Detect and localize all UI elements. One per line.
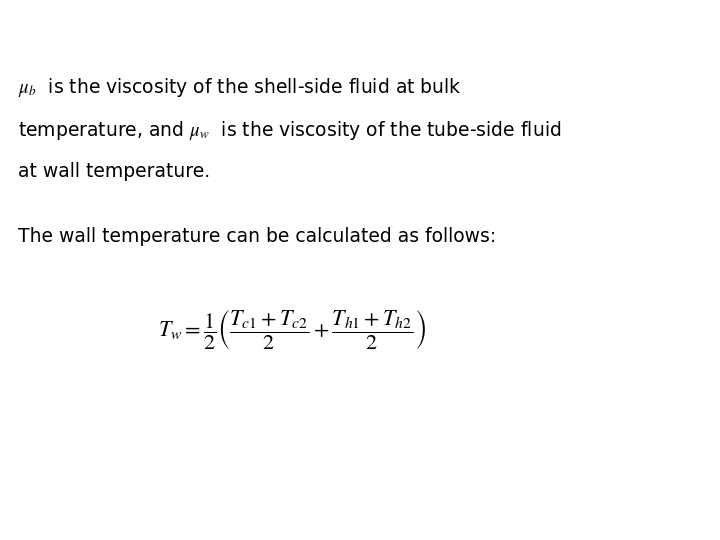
Text: $\mu_b$  is the viscosity of the shell-side fluid at bulk: $\mu_b$ is the viscosity of the shell-si… bbox=[18, 76, 462, 99]
Text: $T_w = \dfrac{1}{2}\left(\dfrac{T_{c1}+T_{c2}}{2}+\dfrac{T_{h1}+T_{h2}}{2}\right: $T_w = \dfrac{1}{2}\left(\dfrac{T_{c1}+T… bbox=[158, 308, 426, 351]
Text: temperature, and $\mu_w$  is the viscosity of the tube-side fluid: temperature, and $\mu_w$ is the viscosit… bbox=[18, 119, 562, 142]
Text: The wall temperature can be calculated as follows:: The wall temperature can be calculated a… bbox=[18, 227, 496, 246]
Text: at wall temperature.: at wall temperature. bbox=[18, 162, 210, 181]
